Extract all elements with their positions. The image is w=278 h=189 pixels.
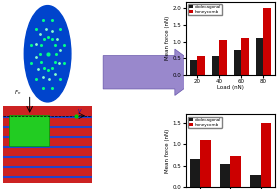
FancyBboxPatch shape xyxy=(3,156,92,158)
Y-axis label: Mean force (nN): Mean force (nN) xyxy=(165,129,170,173)
Bar xyxy=(190,60,197,74)
Bar xyxy=(230,156,241,187)
Bar xyxy=(241,38,249,74)
FancyBboxPatch shape xyxy=(3,116,92,118)
FancyBboxPatch shape xyxy=(9,115,49,146)
Bar xyxy=(234,50,241,74)
Circle shape xyxy=(24,6,71,102)
X-axis label: Load (nN): Load (nN) xyxy=(217,85,244,90)
Bar xyxy=(250,175,260,187)
Bar xyxy=(219,40,227,74)
Text: $V$: $V$ xyxy=(77,107,83,115)
Bar xyxy=(264,9,271,74)
FancyBboxPatch shape xyxy=(3,126,92,128)
FancyBboxPatch shape xyxy=(3,136,92,138)
Bar xyxy=(256,38,264,74)
Legend: dodecagonal, honeycomb: dodecagonal, honeycomb xyxy=(188,117,222,128)
FancyBboxPatch shape xyxy=(3,176,92,178)
Legend: dodecagonal, honeycomb: dodecagonal, honeycomb xyxy=(188,4,222,15)
Bar xyxy=(190,159,200,187)
FancyBboxPatch shape xyxy=(3,146,92,148)
FancyBboxPatch shape xyxy=(3,106,92,183)
Bar xyxy=(260,123,271,187)
Bar xyxy=(197,56,205,74)
Bar xyxy=(220,164,230,187)
Bar xyxy=(212,56,219,74)
FancyBboxPatch shape xyxy=(3,166,92,168)
Text: $F_n$: $F_n$ xyxy=(14,88,22,97)
Bar xyxy=(200,140,211,187)
FancyArrow shape xyxy=(103,49,206,95)
Y-axis label: Mean force (nN): Mean force (nN) xyxy=(165,16,170,60)
